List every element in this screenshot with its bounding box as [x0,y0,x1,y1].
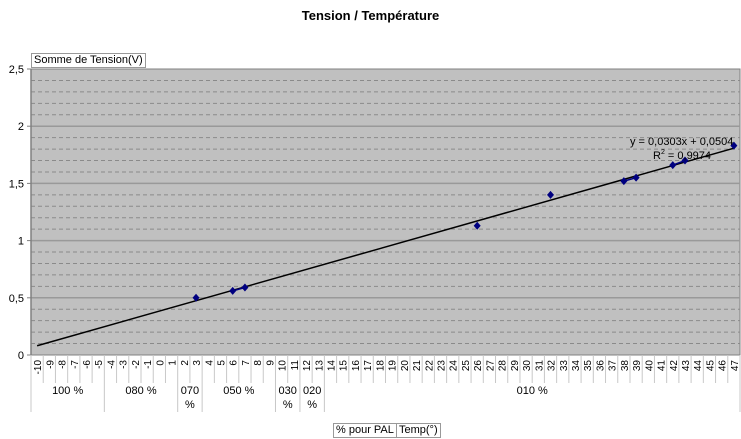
x-tick-label: 12 [302,360,313,372]
x-tick-label: 20 [400,360,411,372]
x-tick-label: 1 [168,360,179,366]
data-field-button[interactable]: Somme de Tension(V) [31,53,146,68]
x-tick-label: 15 [339,360,350,372]
data-point [669,161,677,170]
group-label: % [283,399,293,411]
x-tick-label: 13 [314,360,325,372]
data-point [620,177,628,186]
x-tick-label: -10 [33,360,44,375]
x-tick-label: 27 [485,360,496,372]
x-tick-label: 9 [265,360,276,366]
x-tick-label: 7 [241,360,252,366]
x-tick-label: 41 [657,360,668,372]
data-point [229,286,237,295]
x-tick-label: 46 [718,360,729,372]
x-tick-label: 4 [204,360,215,366]
x-tick-label: -8 [58,360,69,369]
x-tick-label: -4 [106,360,117,369]
x-tick-label: -2 [131,360,142,369]
x-tick-label: 47 [730,360,741,372]
x-tick-label: 40 [644,360,655,372]
chart-title: Tension / Température [301,8,440,23]
y-tick-label: 1,5 [9,178,24,190]
x-tick-label: -9 [45,360,56,369]
x-tick-label: 35 [583,360,594,372]
x-tick-label: 34 [571,360,582,372]
x-tick-label: -3 [119,360,130,369]
x-tick-label: 42 [669,360,680,372]
y-tick-label: 2,5 [9,64,24,76]
y-tick-label: 1 [18,236,24,248]
x-tick-label: 0 [155,360,166,366]
trendline [36,147,735,347]
x-tick-label: 44 [693,360,704,372]
x-tick-label: 36 [595,360,606,372]
data-point [192,293,200,302]
x-tick-label: -5 [94,360,105,369]
x-tick-label: 30 [522,360,533,372]
x-tick-label: 16 [351,360,362,372]
data-point [681,156,689,165]
x-tick-label: 23 [437,360,448,372]
x-tick-label: -6 [82,360,93,369]
group-label: 050 % [223,385,254,397]
y-tick-label: 0 [18,350,24,362]
x-tick-label: 33 [559,360,570,372]
x-tick-label: 14 [326,360,337,372]
x-tick-label: 39 [632,360,643,372]
x-tick-label: 17 [363,360,374,372]
x-tick-label: 29 [510,360,521,372]
x-tick-label: -1 [143,360,154,369]
data-point [473,221,481,230]
x-tick-label: 18 [375,360,386,372]
x-tick-label: 45 [705,360,716,372]
x-tick-label: 24 [449,360,460,372]
x-tick-label: 19 [388,360,399,372]
group-label: 010 % [517,385,548,397]
x-tick-label: 43 [681,360,692,372]
row-field-pal-button[interactable]: % pour PAL 6 [333,423,406,438]
group-label: % [185,399,195,411]
x-tick-label: 22 [424,360,435,372]
group-label: 100 % [52,385,83,397]
x-tick-label: 11 [290,360,301,371]
x-tick-label: 32 [547,360,558,372]
x-tick-label: 25 [461,360,472,372]
x-tick-label: 10 [278,360,289,372]
x-tick-label: 38 [620,360,631,372]
group-label: 080 % [125,385,156,397]
x-tick-label: 3 [192,360,203,366]
data-point [241,283,249,292]
x-tick-label: 8 [253,360,264,366]
x-tick-label: 6 [229,360,240,366]
group-label: 030 [279,385,297,397]
x-tick-label: 37 [608,360,619,372]
plot-area [30,68,741,356]
x-tick-label: 31 [534,360,545,372]
x-tick-label: 28 [498,360,509,372]
x-tick-label: 21 [412,360,423,372]
y-tick-label: 2 [18,121,24,133]
data-point [730,141,738,150]
x-tick-label: 2 [180,360,191,366]
data-point [632,173,640,182]
x-tick-label: 5 [216,360,227,366]
x-tick-label: -7 [70,360,81,369]
trendline-r2: R2 = 0,9974 [653,149,711,162]
group-label: % [307,399,317,411]
group-label: 070 [181,385,199,397]
trendline-equation: y = 0,0303x + 0,0504 [630,136,733,148]
y-tick-label: 0,5 [9,293,24,305]
x-tick-label: 26 [473,360,484,372]
group-label: 020 [303,385,321,397]
data-point [547,190,555,199]
row-field-temp-button[interactable]: Temp(°) [396,423,441,438]
